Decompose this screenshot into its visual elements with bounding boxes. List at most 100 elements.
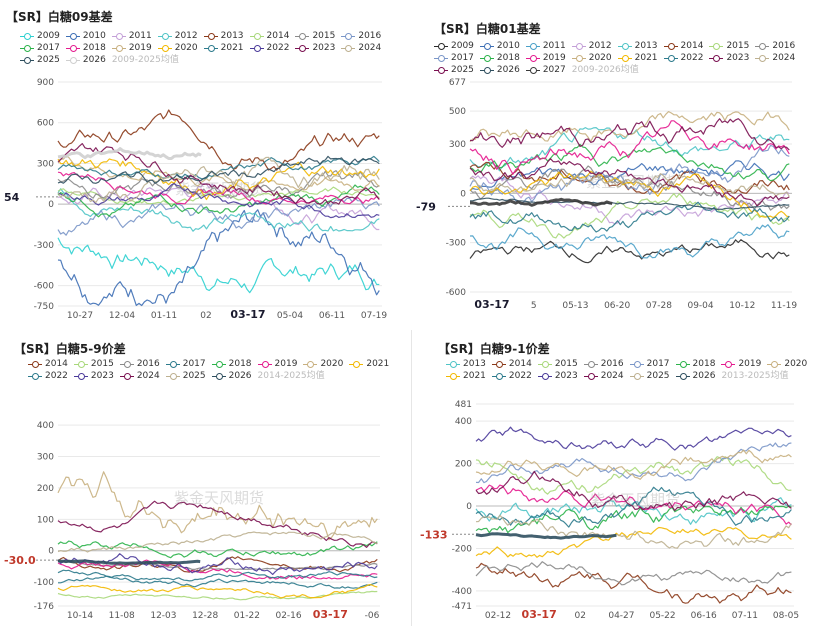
series-line-2024[interactable] [57, 156, 380, 204]
legend-item-2012[interactable]: 2012 [571, 40, 612, 52]
series-line-2017[interactable] [475, 442, 792, 484]
legend-item-average[interactable]: 2014-2025均值 [257, 371, 325, 381]
legend-item-2011[interactable]: 2011 [525, 40, 566, 52]
legend-item-2024[interactable]: 2024 [755, 52, 795, 64]
series-line-2016[interactable] [475, 561, 792, 586]
legend-item-2011[interactable]: 2011 [111, 30, 152, 42]
series-line-2020[interactable] [469, 110, 790, 143]
legend-item-2015[interactable]: 2015 [295, 30, 335, 42]
legend-item-2020[interactable]: 2020 [157, 42, 198, 54]
series-line-2018[interactable] [469, 143, 790, 182]
series-line-2026[interactable] [475, 532, 617, 540]
legend-item-2020[interactable]: 2020 [303, 358, 343, 370]
legend-item-2019[interactable]: 2019 [721, 358, 761, 370]
legend-item-2022[interactable]: 2022 [249, 42, 289, 54]
legend-item-2012[interactable]: 2012 [157, 30, 198, 42]
legend-item-2013[interactable]: 2013 [203, 30, 244, 42]
legend-item-2026[interactable]: 2026 [211, 370, 252, 382]
series-line-2015[interactable] [475, 456, 792, 495]
series-line-2015[interactable] [57, 170, 380, 199]
legend-item-2021[interactable]: 2021 [349, 358, 389, 370]
series-line-2023[interactable] [475, 426, 792, 451]
series-line-2021[interactable] [57, 584, 378, 599]
series-line-2019[interactable] [57, 559, 378, 580]
series-line-2013[interactable] [57, 109, 380, 171]
series-line-2011[interactable] [469, 224, 790, 259]
legend-item-2015[interactable]: 2015 [709, 40, 749, 52]
series-line-2026[interactable] [469, 197, 790, 210]
series-line-2020[interactable] [57, 158, 380, 201]
series-line-2018[interactable] [57, 171, 380, 205]
series-line-2025[interactable] [475, 514, 792, 549]
chart-legend[interactable]: 2009 2010 2011 2012 2013 2014 2015 2016 2017 2018… [20, 30, 400, 66]
legend-item-2019[interactable]: 2019 [257, 358, 297, 370]
series-line-2016[interactable] [57, 560, 378, 571]
legend-item-2018[interactable]: 2018 [479, 52, 520, 64]
series-line-2017[interactable] [57, 184, 380, 218]
legend-item-2017[interactable]: 2017 [629, 358, 670, 370]
legend-item-2022[interactable]: 2022 [491, 370, 532, 382]
legend-item-2025[interactable]: 2025 [434, 64, 474, 76]
legend-item-2021[interactable]: 2021 [446, 370, 486, 382]
legend-item-2010[interactable]: 2010 [479, 40, 520, 52]
legend-item-2010[interactable]: 2010 [65, 30, 106, 42]
legend-item-2016[interactable]: 2016 [341, 30, 381, 42]
legend-item-2017[interactable]: 2017 [20, 42, 60, 54]
legend-item-2022[interactable]: 2022 [663, 52, 703, 64]
legend-item-2026[interactable]: 2026 [65, 54, 106, 66]
series-line-2017[interactable] [57, 569, 378, 589]
legend-item-2017[interactable]: 2017 [165, 358, 206, 370]
series-line-2025[interactable] [469, 158, 790, 207]
legend-item-2023[interactable]: 2023 [537, 370, 578, 382]
series-line-2024[interactable] [475, 470, 792, 512]
legend-item-2014[interactable]: 2014 [249, 30, 289, 42]
series-line-2023[interactable] [57, 553, 378, 575]
legend-item-average[interactable]: 2009-2026均值 [571, 65, 639, 75]
legend-item-2015[interactable]: 2015 [537, 358, 578, 370]
legend-item-2018[interactable]: 2018 [675, 358, 715, 370]
series-line-2018[interactable] [57, 540, 378, 559]
legend-item-2026[interactable]: 2026 [479, 64, 520, 76]
series-line-2019[interactable] [469, 120, 790, 175]
legend-item-2024[interactable]: 2024 [119, 370, 160, 382]
chart-legend[interactable]: 2013 2014 2015 2016 2017 2018 2019 2020 2021 2022… [446, 358, 816, 382]
legend-item-2024[interactable]: 2024 [583, 370, 624, 382]
series-line-2016[interactable] [57, 197, 380, 236]
series-line-2012[interactable] [57, 188, 380, 232]
series-line-2014[interactable] [475, 562, 792, 604]
legend-item-2014[interactable]: 2014 [491, 358, 532, 370]
legend-item-2027[interactable]: 2027 [525, 64, 566, 76]
legend-item-2025[interactable]: 2025 [20, 54, 60, 66]
series-line-2022[interactable] [57, 183, 380, 219]
legend-item-2014[interactable]: 2014 [28, 358, 68, 370]
legend-item-2016[interactable]: 2016 [119, 358, 160, 370]
series-line-2009[interactable] [57, 237, 380, 294]
legend-item-2020[interactable]: 2020 [571, 52, 612, 64]
series-line-2022[interactable] [58, 571, 378, 584]
series-line-2009[interactable] [469, 239, 790, 264]
legend-item-2023[interactable]: 2023 [295, 42, 335, 54]
legend-item-2019[interactable]: 2019 [111, 42, 152, 54]
series-line-2025[interactable] [57, 531, 378, 553]
legend-item-2018[interactable]: 2018 [65, 42, 106, 54]
series-line-2010[interactable] [57, 209, 380, 307]
series-line-2024[interactable] [469, 173, 790, 197]
legend-item-2017[interactable]: 2017 [434, 52, 474, 64]
series-line-2015[interactable] [57, 590, 378, 601]
legend-item-2025[interactable]: 2025 [165, 370, 206, 382]
series-line-2026[interactable] [57, 559, 201, 565]
legend-item-2023[interactable]: 2023 [709, 52, 749, 64]
series-line-2024[interactable] [57, 500, 378, 548]
legend-item-2016[interactable]: 2016 [583, 358, 624, 370]
chart-legend[interactable]: 2014 2015 2016 2017 2018 2019 2020 2021 2022 2023… [28, 358, 398, 382]
series-line-2020[interactable] [475, 449, 792, 480]
series-line-2023[interactable] [57, 143, 380, 205]
legend-item-2019[interactable]: 2019 [525, 52, 566, 64]
legend-item-average[interactable]: 2013-2025均值 [721, 371, 789, 381]
legend-item-2021[interactable]: 2021 [617, 52, 658, 64]
legend-item-2016[interactable]: 2016 [755, 40, 795, 52]
series-line-2026[interactable] [57, 147, 202, 160]
series-line-2022[interactable] [469, 201, 790, 233]
legend-item-2013[interactable]: 2013 [446, 358, 486, 370]
series-line-2021[interactable] [475, 526, 792, 558]
